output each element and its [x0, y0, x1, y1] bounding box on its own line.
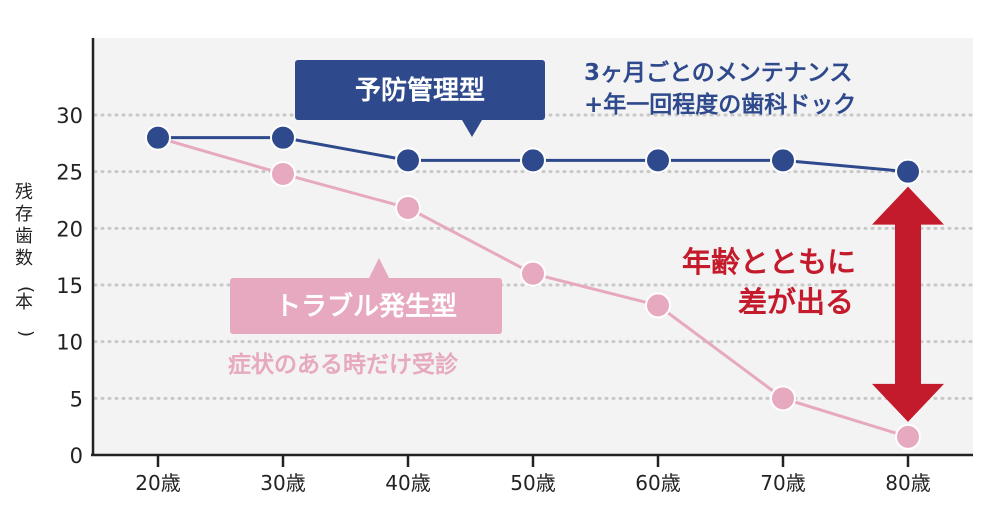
trouble-note: 症状のある時だけ受診 — [228, 351, 459, 378]
x-tick-label: 60歳 — [635, 471, 680, 495]
gap-arrow-shape — [872, 186, 944, 422]
gap-note-line-1: 年齢とともに — [682, 245, 856, 279]
data-point — [270, 160, 296, 187]
y-tick-labels: 0 5 10 15 20 25 30 — [56, 104, 83, 468]
preventive-note-line-1: 3ヶ月ごとのメンテナンス — [584, 59, 852, 86]
data-point — [770, 147, 796, 174]
legend-trouble: トラブル発生型 — [230, 258, 502, 334]
y-axis-label: 残存歯数(本) — [15, 182, 36, 337]
legend-preventive: 予防管理型 — [295, 60, 545, 137]
x-tick-label: 20歳 — [135, 471, 180, 495]
x-tick-label: 80歳 — [885, 471, 930, 495]
data-point — [645, 292, 671, 319]
gap-double-arrow — [872, 186, 944, 422]
x-tick-label: 50歳 — [510, 471, 555, 495]
x-tick-labels: 20歳 30歳 40歳 50歳 60歳 70歳 80歳 — [135, 455, 931, 495]
series-group — [145, 124, 921, 450]
y-tick-label: 25 — [56, 161, 83, 185]
data-point — [145, 124, 171, 151]
data-point — [895, 423, 921, 450]
x-tick-label: 70歳 — [760, 471, 805, 495]
legend-trouble-box — [230, 278, 502, 334]
legend-preventive-label: 予防管理型 — [355, 76, 485, 106]
y-tick-label: 15 — [56, 274, 83, 298]
gap-note-line-2: 差が出る — [738, 285, 854, 319]
data-point — [645, 147, 671, 174]
legend-preventive-pointer — [462, 120, 482, 137]
y-tick-label: 10 — [56, 331, 83, 355]
legend-preventive-box — [295, 60, 545, 120]
y-tick-label: 20 — [56, 217, 83, 241]
y-tick-label: 30 — [56, 104, 83, 128]
y-tick-label: 5 — [70, 387, 83, 411]
data-point — [270, 124, 296, 151]
preventive-note-line-2: +年一回程度の歯科ドック — [584, 91, 856, 118]
data-point — [520, 260, 546, 287]
x-tick-label: 40歳 — [385, 471, 430, 495]
data-point — [395, 194, 421, 221]
data-point — [770, 385, 796, 412]
data-point — [395, 147, 421, 174]
y-tick-label: 0 — [70, 444, 83, 468]
x-tick-label: 30歳 — [260, 471, 305, 495]
legend-trouble-label: トラブル発生型 — [275, 291, 457, 322]
data-point — [895, 158, 921, 185]
legend-trouble-pointer — [369, 258, 389, 278]
data-point — [520, 147, 546, 174]
